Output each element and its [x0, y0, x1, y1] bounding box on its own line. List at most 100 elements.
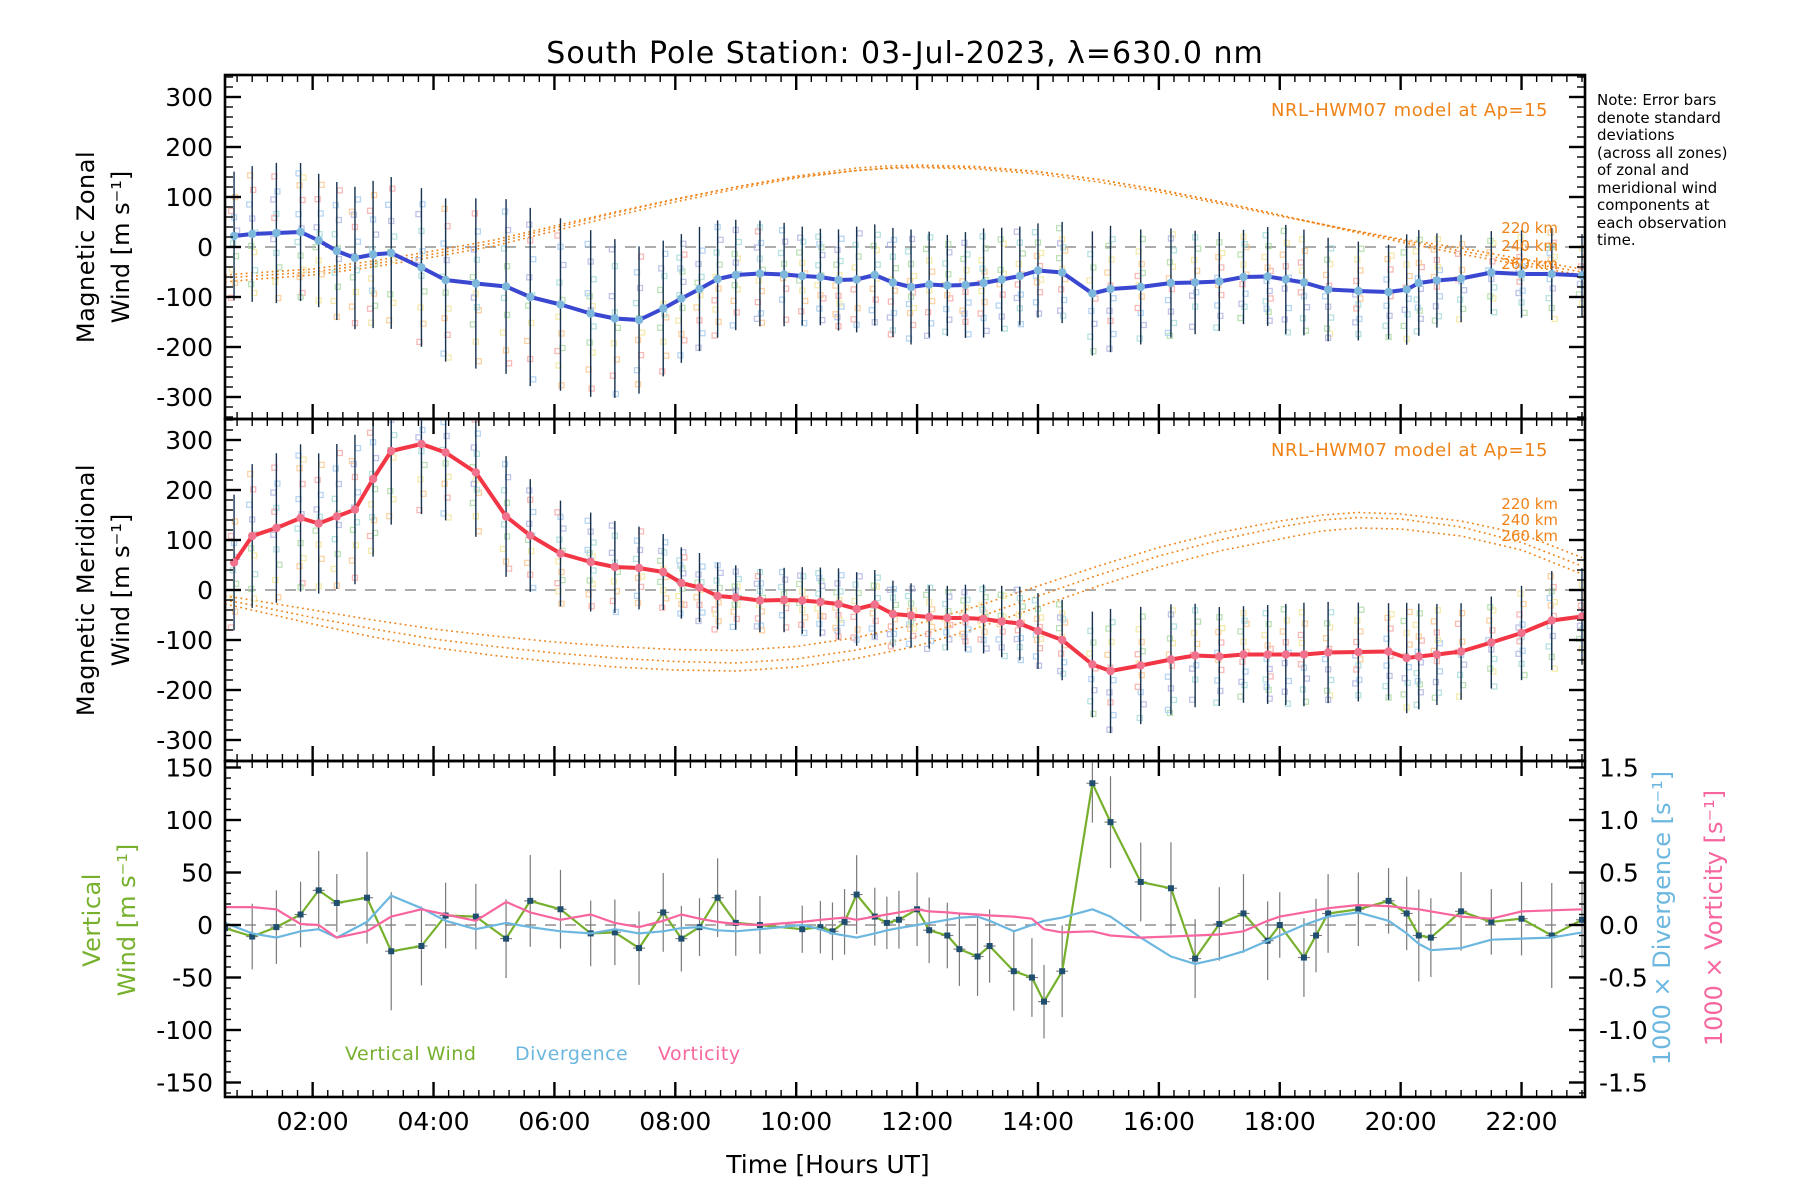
zone-sample-square [1265, 242, 1272, 250]
zone-sample-square [856, 573, 863, 580]
data-point-marker [1517, 269, 1526, 279]
y-tick-label-right: -1.5 [1599, 1069, 1648, 1098]
zone-sample-square [983, 327, 990, 335]
zone-sample-square [1458, 240, 1466, 248]
zone-sample-square [1323, 325, 1331, 332]
zone-sample-square [1386, 312, 1393, 319]
zone-sample-square [248, 242, 255, 250]
zone-sample-square [856, 230, 863, 237]
zone-sample-square [1136, 335, 1143, 342]
zone-sample-square [312, 527, 319, 534]
y-tick-label: 300 [165, 426, 213, 455]
zone-sample-square [927, 584, 934, 591]
zone-sample-square [445, 305, 452, 312]
zone-sample-square [1297, 259, 1305, 266]
data-point-marker [1216, 920, 1223, 927]
zone-sample-square [1110, 676, 1117, 684]
zone-sample-square [590, 323, 597, 330]
data-point-marker [817, 924, 824, 931]
zone-sample-square [231, 518, 239, 525]
zonal-model-label: NRL-HWM07 model at Ap=15 [1271, 100, 1548, 121]
data-point-marker [1240, 910, 1247, 917]
data-point-marker [834, 599, 843, 609]
zone-sample-square [415, 434, 422, 441]
zone-sample-square [816, 620, 823, 628]
zone-sample-square [1456, 296, 1464, 303]
zone-sample-square [925, 309, 932, 316]
zone-sample-square [272, 576, 279, 584]
data-point-marker [979, 614, 988, 624]
zone-sample-square [610, 578, 618, 585]
zone-sample-square [1106, 689, 1113, 696]
zone-sample-square [1033, 615, 1041, 622]
zone-sample-square [300, 174, 307, 181]
zone-sample-square [634, 336, 642, 344]
data-point-marker [501, 282, 511, 291]
data-point-marker [1166, 278, 1176, 288]
note-line: denote standard [1597, 108, 1721, 127]
zone-sample-square [729, 322, 736, 329]
zone-sample-square [443, 256, 450, 264]
data-point-marker [677, 294, 686, 303]
meridional-km-label-240: 240 km [1501, 511, 1558, 529]
data-point-marker [695, 583, 704, 592]
zone-sample-square [961, 589, 968, 596]
zone-sample-square [1110, 295, 1117, 302]
zone-sample-square [695, 617, 702, 625]
zone-sample-square [999, 291, 1006, 298]
zone-sample-square [1517, 234, 1524, 241]
zone-sample-square [558, 330, 565, 337]
zone-sample-square [961, 239, 968, 246]
data-point-marker [1106, 284, 1115, 294]
data-point-marker [1299, 278, 1309, 287]
y-tick-label-right: -0.5 [1599, 964, 1648, 993]
zone-sample-square [475, 358, 482, 365]
zone-sample-square [999, 628, 1006, 635]
data-point-marker [1547, 269, 1556, 279]
zone-sample-square [872, 617, 879, 625]
zone-sample-square [699, 330, 706, 337]
zone-sample-square [231, 608, 239, 615]
data-point-marker [834, 275, 843, 285]
zone-sample-square [777, 583, 785, 591]
legend-vertical-wind: Vertical Wind [345, 1043, 477, 1065]
data-point-marker [755, 269, 765, 278]
zone-sample-square [1281, 285, 1288, 292]
data-point-marker [272, 523, 281, 533]
zone-sample-square [1487, 665, 1494, 672]
zone-sample-square [1104, 651, 1111, 659]
zone-sample-square [1090, 710, 1097, 717]
data-point-marker [779, 270, 789, 279]
zone-sample-square [1104, 269, 1111, 276]
zone-sample-square [834, 580, 841, 587]
zone-sample-square [1301, 620, 1309, 627]
magnetic_meridional_wind-model_220km-curve [225, 511, 1583, 652]
zone-sample-square [1138, 260, 1145, 268]
zone-sample-square [526, 221, 533, 228]
zone-sample-square [943, 629, 950, 636]
zone-sample-square [1263, 683, 1270, 691]
zone-sample-square [929, 297, 936, 305]
zone-sample-square [469, 321, 476, 328]
zone-sample-square [802, 614, 809, 621]
zone-sample-square [715, 618, 722, 625]
zone-sample-square [415, 210, 422, 218]
zone-sample-square [1134, 304, 1141, 312]
divergence-axis-title: 1000 × Divergence [s⁻¹] [1648, 770, 1676, 1066]
data-point-marker [1010, 968, 1017, 975]
vertical_wind_divergence_vorticity-vorticity_x1000_scaled_x100-line [225, 900, 1583, 939]
data-point-marker [695, 284, 704, 294]
x-tick-label: 10:00 [760, 1107, 832, 1136]
x-tick-label: 12:00 [881, 1107, 953, 1136]
data-point-marker [1578, 916, 1585, 923]
zone-sample-square [1188, 323, 1196, 330]
zone-sample-square [634, 574, 642, 582]
data-point-marker [249, 933, 256, 940]
zone-sample-square [695, 260, 702, 268]
data-point-marker [974, 953, 981, 960]
zone-sample-square [530, 256, 537, 263]
zone-sample-square [473, 450, 480, 457]
zone-sample-square [417, 476, 424, 483]
zone-sample-square [1134, 272, 1141, 280]
